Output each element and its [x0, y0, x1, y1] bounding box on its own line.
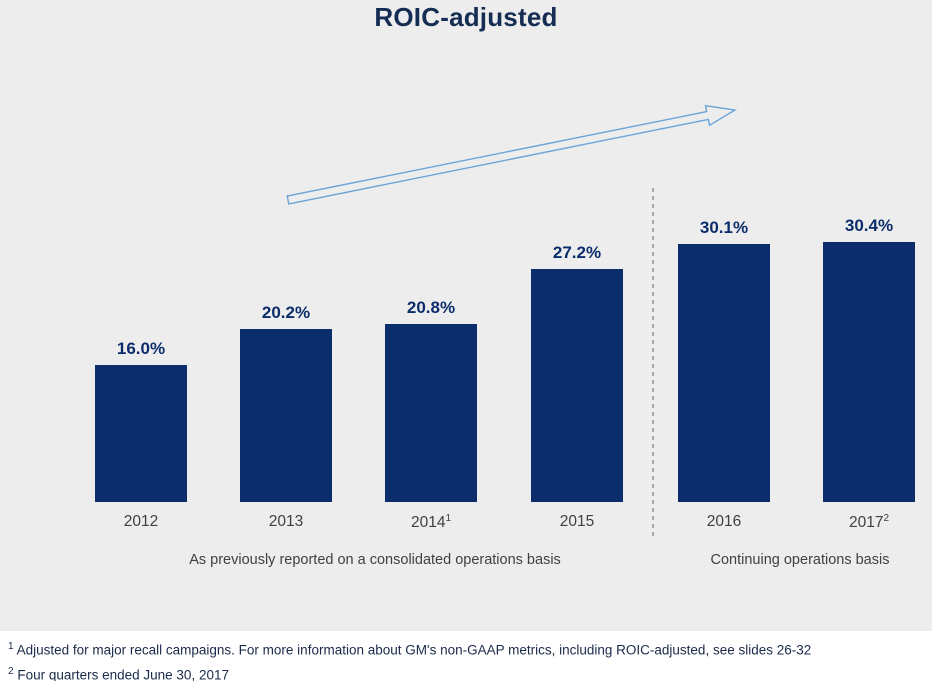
caption-continuing-basis: Continuing operations basis	[710, 552, 890, 568]
footnote-1-marker: 1	[8, 641, 14, 652]
bar-value-label: 20.2%	[261, 303, 311, 322]
footnote-1-text: Adjusted for major recall campaigns. For…	[16, 642, 812, 658]
x-axis-label: 2012	[123, 513, 159, 530]
bar	[240, 329, 332, 502]
x-axis-label: 2016	[706, 513, 742, 530]
footnote-band: 1 Adjusted for major recall campaigns. F…	[0, 631, 932, 681]
bar	[95, 365, 187, 502]
footnote-marker: 2	[883, 513, 890, 524]
footnote-2: 2 Four quarters ended June 30, 2017	[8, 661, 922, 681]
x-axis-label: 2013	[268, 513, 304, 530]
x-axis-label: 20172	[848, 513, 890, 532]
x-axis-label: 2015	[559, 513, 595, 530]
bar-value-label: 27.2%	[552, 243, 602, 262]
footnote-2-marker: 2	[8, 665, 14, 677]
bar	[678, 244, 770, 502]
caption-consolidated-basis: As previously reported on a consolidated…	[189, 552, 561, 568]
bar-group-2013: 20.2% 2013	[240, 303, 332, 530]
bar-group-2014: 20.8% 20141	[385, 298, 477, 531]
bar-group-2017: 30.4% 20172	[823, 216, 915, 531]
bar-value-label: 30.4%	[844, 216, 894, 235]
bar-group-2012: 16.0% 2012	[95, 339, 187, 530]
bar-value-label: 16.0%	[116, 339, 166, 358]
footnote-2-text: Four quarters ended June 30, 2017	[17, 667, 229, 681]
bar-group-2016: 30.1% 2016	[678, 218, 770, 530]
bar-value-label: 20.8%	[406, 298, 456, 317]
bar	[531, 269, 623, 502]
bar	[385, 324, 477, 502]
chart-title: ROIC-adjusted	[374, 2, 558, 32]
footnote-marker: 1	[445, 513, 452, 524]
footnote-1: 1 Adjusted for major recall campaigns. F…	[8, 636, 922, 661]
bar	[823, 242, 915, 502]
x-axis-label: 20141	[410, 513, 452, 532]
bar-group-2015: 27.2% 2015	[531, 243, 623, 530]
bar-value-label: 30.1%	[699, 218, 749, 237]
